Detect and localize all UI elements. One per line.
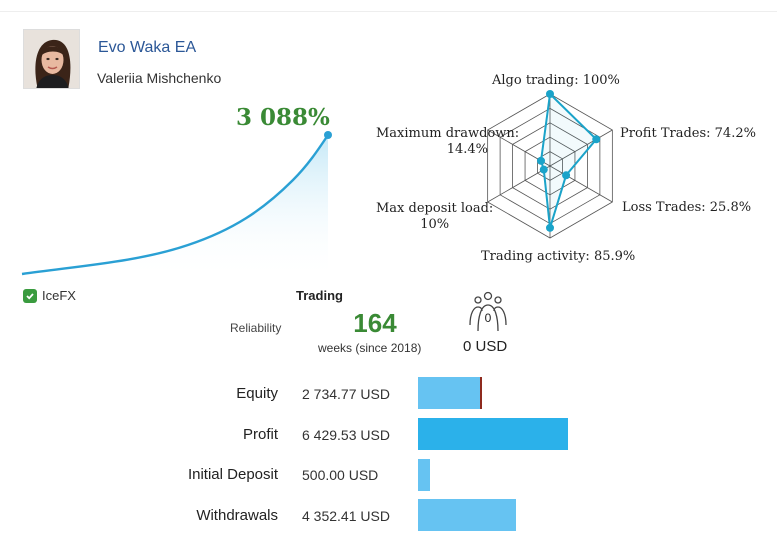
radar-label-profit-trades: Profit Trades: 74.2% <box>620 126 756 141</box>
withdrawals-bar <box>418 499 516 531</box>
radar-label-max-deposit-load: Max deposit load: 10% <box>376 201 493 233</box>
radar-point-2 <box>592 135 601 144</box>
period-label: Trading <box>296 288 343 303</box>
radar-label-trading-activity: Trading activity: 85.9% <box>481 249 636 264</box>
top-divider <box>0 11 777 12</box>
growth-chart <box>21 131 332 280</box>
weeks-subtitle: weeks (since 2018) <box>318 341 422 355</box>
subscribers-count: 0 <box>485 311 492 325</box>
profit-value: 6 429.53 USD <box>302 427 390 443</box>
check-shield-icon <box>23 288 37 303</box>
subscribers-value: 0 USD <box>463 338 508 355</box>
initial-deposit-label: Initial Deposit <box>187 466 278 483</box>
radar-point-4 <box>546 223 554 232</box>
avatar[interactable] <box>23 29 80 89</box>
radar-grid-spoke-3 <box>549 165 613 203</box>
equity-value: 2 734.77 USD <box>302 386 390 402</box>
radar-area <box>540 91 598 229</box>
radar-grid-spoke-5 <box>487 165 551 203</box>
withdrawals-label: Withdrawals <box>196 507 278 524</box>
growth-value: 3 088% <box>236 104 330 131</box>
radar-label-algo: Algo trading: 100% <box>492 73 620 88</box>
profit-bar <box>418 418 568 450</box>
radar-label-loss-trades: Loss Trades: 25.8% <box>622 200 752 215</box>
initial-deposit-bar <box>418 459 430 491</box>
growth-endpoint <box>324 131 332 139</box>
radar-grid-spoke-2 <box>549 129 613 167</box>
equity-bar-marker <box>480 377 482 409</box>
radar-points <box>537 90 601 232</box>
equity-label: Equity <box>236 385 278 402</box>
radar-chart <box>487 90 613 239</box>
initial-deposit-value: 500.00 USD <box>302 467 379 483</box>
signal-title[interactable]: Evo Waka EA <box>98 39 197 56</box>
growth-line <box>21 134 329 276</box>
profit-label: Profit <box>242 426 278 443</box>
avatar-portrait-icon <box>24 30 79 88</box>
radar-label-max-drawdown-title: Maximum drawdown: <box>376 126 520 141</box>
radar-point-6 <box>537 156 546 165</box>
radar-label-max-drawdown: Maximum drawdown: 14.4% <box>376 126 520 158</box>
equity-bar <box>418 377 482 409</box>
author-name[interactable]: Valeriia Mishchenko <box>97 70 222 86</box>
subscribers-icon: 0 <box>469 291 507 332</box>
growth-area <box>22 135 328 280</box>
radar-label-max-drawdown-value: 14.4% <box>446 142 488 157</box>
broker-name: IceFX <box>42 288 76 303</box>
radar-point-1 <box>546 90 554 98</box>
radar-point-3 <box>562 171 571 180</box>
broker-verified[interactable]: IceFX <box>23 288 76 303</box>
weeks-value: 164 <box>353 308 397 338</box>
radar-label-max-deposit-load-title: Max deposit load: <box>376 201 494 216</box>
reliability-label: Reliability <box>230 321 282 335</box>
radar-point-5 <box>539 165 548 174</box>
withdrawals-value: 4 352.41 USD <box>302 508 390 524</box>
radar-label-max-deposit-load-value: 10% <box>420 217 450 232</box>
